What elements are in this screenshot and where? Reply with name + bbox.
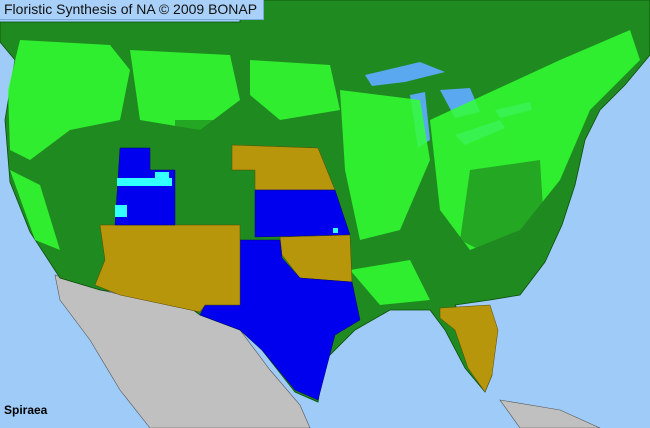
map-title: Floristic Synthesis of NA © 2009 BONAP [0, 0, 265, 20]
rare-counties [115, 172, 338, 233]
cuba [499, 399, 601, 428]
southwest-gold [94, 224, 241, 313]
utah-blue [114, 147, 176, 226]
florida-gold [439, 304, 499, 393]
taxon-label: Spiraea [4, 403, 48, 417]
dark-green-overlay [60, 120, 545, 260]
